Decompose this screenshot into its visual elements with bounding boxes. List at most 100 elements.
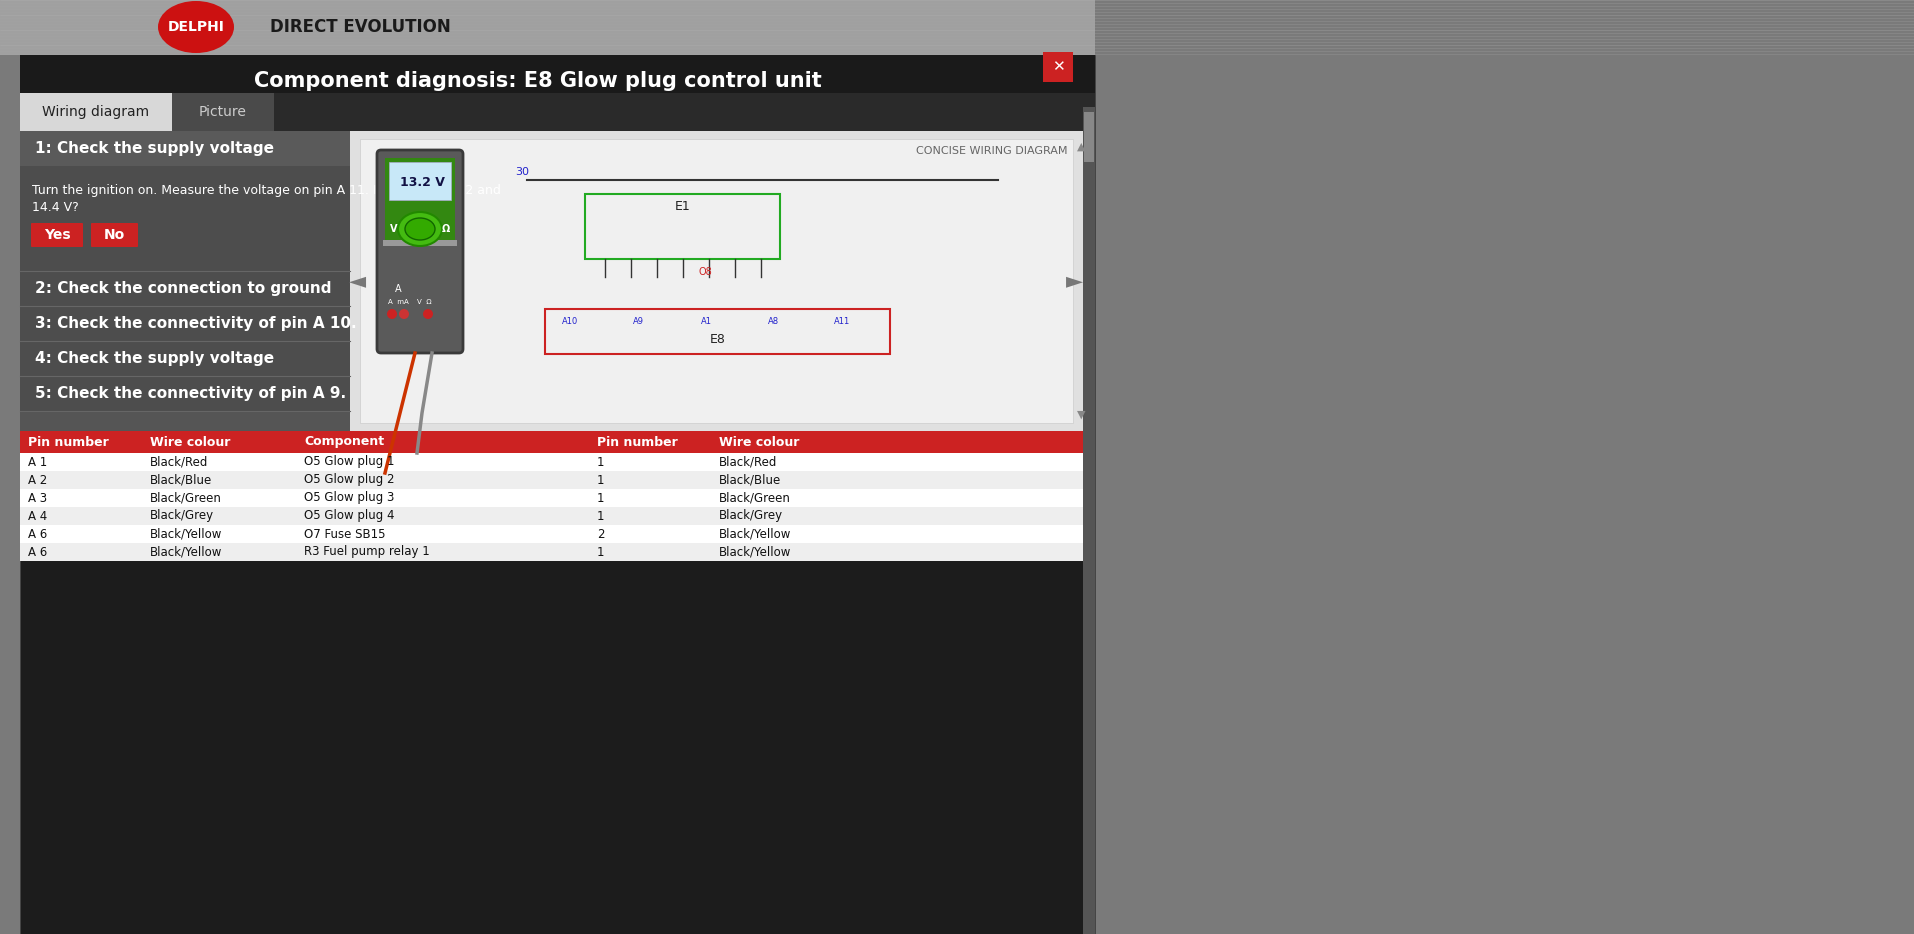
Bar <box>19 93 172 131</box>
Bar <box>19 271 350 306</box>
Bar <box>19 431 1083 453</box>
Text: ▼: ▼ <box>1076 410 1085 420</box>
Text: A 6: A 6 <box>29 545 48 559</box>
Text: Wire colour: Wire colour <box>718 435 798 448</box>
Bar <box>19 543 1083 561</box>
Text: A11: A11 <box>833 317 850 326</box>
Bar <box>19 166 350 271</box>
Text: Black/Grey: Black/Grey <box>149 510 214 522</box>
Text: A  mA: A mA <box>387 299 408 305</box>
Text: Black/Yellow: Black/Yellow <box>149 528 222 541</box>
Text: 1: Check the supply voltage: 1: Check the supply voltage <box>34 141 274 156</box>
Text: E8: E8 <box>710 333 725 346</box>
Bar <box>383 240 457 246</box>
Text: A 1: A 1 <box>29 456 48 469</box>
Text: O5 Glow plug 2: O5 Glow plug 2 <box>304 474 394 487</box>
Text: CONCISE WIRING DIAGRAM: CONCISE WIRING DIAGRAM <box>917 146 1068 156</box>
Text: Black/Blue: Black/Blue <box>718 474 781 487</box>
Text: A 3: A 3 <box>29 491 48 504</box>
Text: Black/Blue: Black/Blue <box>149 474 212 487</box>
Bar <box>274 93 1095 131</box>
Text: Wire colour: Wire colour <box>149 435 230 448</box>
Text: 5: Check the connectivity of pin A 9.: 5: Check the connectivity of pin A 9. <box>34 386 346 401</box>
Text: O5 Glow plug 3: O5 Glow plug 3 <box>304 491 394 504</box>
Text: A 2: A 2 <box>29 474 48 487</box>
Text: A: A <box>394 284 402 294</box>
Circle shape <box>387 309 396 319</box>
Bar <box>19 453 1083 471</box>
Bar <box>19 471 1083 489</box>
Circle shape <box>398 309 410 319</box>
Text: A8: A8 <box>768 317 779 326</box>
Text: A1: A1 <box>701 317 712 326</box>
Bar <box>1095 0 1914 934</box>
Text: ✕: ✕ <box>1051 60 1064 75</box>
FancyBboxPatch shape <box>92 223 138 247</box>
Text: E1: E1 <box>674 200 691 213</box>
Text: O5 Glow plug 1: O5 Glow plug 1 <box>304 456 394 469</box>
Bar <box>19 341 350 376</box>
Bar <box>584 194 779 259</box>
Text: Ω: Ω <box>442 224 450 234</box>
Bar <box>172 93 274 131</box>
Bar <box>350 131 1083 431</box>
Text: 1: 1 <box>597 491 605 504</box>
Text: Turn the ignition on. Measure the voltage on pin A 11. Is it between 12 and: Turn the ignition on. Measure the voltag… <box>33 184 501 197</box>
Text: 3: Check the connectivity of pin A 10.: 3: Check the connectivity of pin A 10. <box>34 316 356 331</box>
Text: A 4: A 4 <box>29 510 48 522</box>
Text: 2: Check the connection to ground: 2: Check the connection to ground <box>34 281 331 296</box>
Text: Pin number: Pin number <box>29 435 109 448</box>
Text: 4: Check the supply voltage: 4: Check the supply voltage <box>34 351 274 366</box>
Text: 14.4 V?: 14.4 V? <box>33 201 78 214</box>
Text: A9: A9 <box>632 317 643 326</box>
Text: ▲: ▲ <box>1076 142 1085 152</box>
Text: No: No <box>103 228 124 242</box>
Text: O7 Fuse SB15: O7 Fuse SB15 <box>304 528 387 541</box>
Bar <box>1083 112 1093 162</box>
Text: A10: A10 <box>561 317 578 326</box>
Text: 30: 30 <box>515 167 528 177</box>
Text: Black/Yellow: Black/Yellow <box>149 545 222 559</box>
Text: Component: Component <box>304 435 385 448</box>
Text: Pin number: Pin number <box>597 435 678 448</box>
Text: 1: 1 <box>597 474 605 487</box>
Bar <box>1043 52 1072 82</box>
Bar <box>19 525 1083 543</box>
Text: 1: 1 <box>597 545 605 559</box>
Text: Black/Yellow: Black/Yellow <box>718 528 790 541</box>
Ellipse shape <box>159 1 234 53</box>
Text: Yes: Yes <box>44 228 71 242</box>
Bar <box>19 489 1083 507</box>
Text: Black/Green: Black/Green <box>718 491 790 504</box>
Text: V: V <box>390 224 398 234</box>
Text: Black/Green: Black/Green <box>149 491 222 504</box>
Bar <box>19 376 350 411</box>
Text: R3 Fuel pump relay 1: R3 Fuel pump relay 1 <box>304 545 431 559</box>
FancyBboxPatch shape <box>31 223 82 247</box>
Text: ►: ► <box>1066 271 1083 291</box>
Bar <box>545 309 890 354</box>
Text: V  Ω: V Ω <box>417 299 431 305</box>
Text: A 6: A 6 <box>29 528 48 541</box>
Bar <box>360 139 1072 423</box>
Bar <box>19 507 1083 525</box>
Text: Wiring diagram: Wiring diagram <box>42 105 149 119</box>
Text: 1: 1 <box>597 510 605 522</box>
Text: Component diagnosis: E8 Glow plug control unit: Component diagnosis: E8 Glow plug contro… <box>253 71 821 91</box>
Ellipse shape <box>404 218 434 240</box>
Text: DIRECT EVOLUTION: DIRECT EVOLUTION <box>270 18 450 36</box>
Text: 13.2 V: 13.2 V <box>400 176 444 189</box>
Text: Black/Yellow: Black/Yellow <box>718 545 790 559</box>
Bar <box>19 131 350 431</box>
Text: Black/Red: Black/Red <box>718 456 777 469</box>
Bar <box>19 306 350 341</box>
Text: Black/Red: Black/Red <box>149 456 209 469</box>
Text: DELPHI: DELPHI <box>168 20 224 34</box>
Bar <box>385 158 456 243</box>
Ellipse shape <box>398 212 442 246</box>
Text: Picture: Picture <box>199 105 247 119</box>
Text: O8: O8 <box>699 267 712 277</box>
Bar <box>19 131 350 166</box>
Bar <box>0 0 1914 55</box>
Bar <box>389 162 452 200</box>
